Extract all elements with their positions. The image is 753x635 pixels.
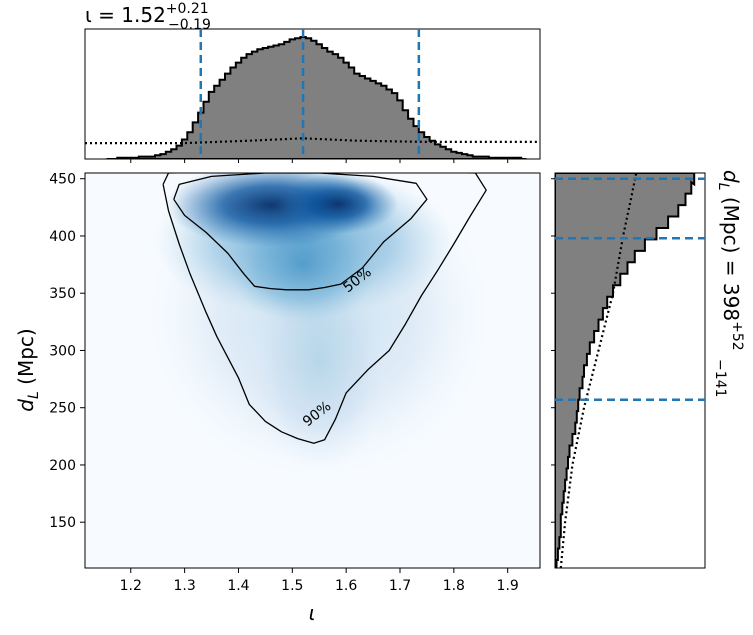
top-marginal-ticks bbox=[130, 159, 509, 163]
x-tick-label: 1.2 bbox=[120, 578, 142, 594]
joint-x-ticks: 1.2 1.3 1.4 1.5 1.6 1.7 1.8 1.9 bbox=[120, 568, 519, 594]
contour-line bbox=[162, 173, 487, 444]
top-histogram-bars bbox=[106, 36, 527, 159]
right-marginal-title: dL (Mpc) = 398+52−141 bbox=[712, 170, 745, 397]
title-symbol: ι bbox=[85, 3, 92, 27]
y-label-unit: (Mpc) bbox=[14, 328, 38, 391]
title-plus: +0.21 bbox=[166, 1, 209, 17]
rtitle-symbol: d bbox=[719, 170, 743, 183]
y-tick-label: 400 bbox=[49, 229, 76, 245]
title-minus: −0.19 bbox=[168, 17, 211, 33]
title-equals: = bbox=[92, 3, 121, 27]
y-label-symbol: d bbox=[14, 399, 38, 412]
y-axis-label: dL (Mpc) bbox=[14, 328, 42, 411]
x-tick-label: 1.4 bbox=[227, 578, 249, 594]
y-tick-label: 450 bbox=[49, 172, 76, 188]
title-value: 1.52 bbox=[121, 3, 166, 27]
right-marginal-histogram bbox=[555, 173, 696, 568]
right-histogram-bars bbox=[555, 173, 696, 568]
y-tick-label: 200 bbox=[49, 458, 76, 474]
y-tick-label: 250 bbox=[49, 401, 76, 417]
contour-line bbox=[173, 173, 428, 291]
right-marginal-ticks bbox=[551, 178, 555, 523]
x-tick-label: 1.9 bbox=[497, 578, 519, 594]
joint-y-ticks: 150 200 250 300 350 400 450 bbox=[49, 172, 85, 531]
top-marginal-panel bbox=[84, 28, 541, 163]
x-tick-label: 1.3 bbox=[173, 578, 195, 594]
top-marginal-title: ι = 1.52+0.21 −0.19 bbox=[85, 1, 211, 33]
top-marginal-quantile-lines bbox=[199, 29, 421, 159]
rtitle-minus: −141 bbox=[712, 359, 728, 397]
x-tick-label: 1.8 bbox=[443, 578, 465, 594]
rtitle-unit: (Mpc) = bbox=[719, 191, 743, 283]
rtitle-plus: +52 bbox=[729, 321, 745, 351]
right-marginal-quantile-lines bbox=[555, 177, 705, 401]
right-prior-line bbox=[559, 173, 638, 568]
x-tick-label: 1.5 bbox=[281, 578, 303, 594]
rtitle-sub: L bbox=[715, 183, 731, 191]
y-tick-label: 300 bbox=[49, 343, 76, 359]
joint-frame bbox=[84, 172, 541, 569]
y-tick-label: 150 bbox=[49, 515, 76, 531]
joint-density-heatmap bbox=[149, 173, 490, 477]
x-tick-label: 1.7 bbox=[389, 578, 411, 594]
y-tick-label: 350 bbox=[49, 286, 76, 302]
joint-panel: 50%90% 1.2 1.3 1.4 1.5 1.6 1.7 1.8 1.9 15020025… bbox=[49, 172, 541, 594]
rtitle-value: 398 bbox=[719, 283, 743, 321]
right-marginal-panel bbox=[551, 172, 706, 569]
y-label-sub: L bbox=[26, 391, 42, 399]
right-marginal-prior bbox=[559, 173, 638, 568]
density-peak-secondary bbox=[278, 173, 399, 234]
top-marginal-histogram bbox=[106, 36, 527, 159]
x-tick-label: 1.6 bbox=[335, 578, 357, 594]
x-axis-label: ι bbox=[309, 601, 316, 625]
